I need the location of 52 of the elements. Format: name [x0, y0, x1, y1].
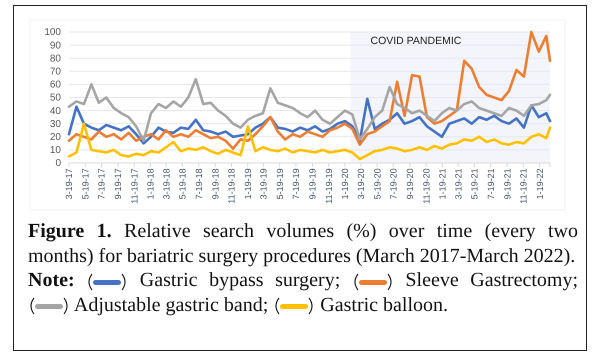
x-tick-label: 3-19-17	[64, 168, 74, 200]
x-tick-label: 5-19-20	[372, 168, 382, 200]
y-tick-label: 20	[50, 132, 62, 143]
x-tick-label: 5-19-19	[274, 168, 285, 200]
x-tick-label: 7-19-17	[96, 168, 107, 200]
x-tick-label: 3-19-21	[453, 168, 464, 200]
legend-label: Adjustable gastric band;	[72, 294, 268, 316]
legend-label: Gastric balloon.	[319, 294, 448, 316]
x-tick-label: 7-19-19	[291, 168, 302, 200]
y-tick-label: 50	[50, 92, 62, 104]
y-tick-label: 100	[44, 27, 62, 38]
x-tick-label: 9-19-20	[405, 168, 416, 200]
x-tick-label: 9-19-18	[210, 168, 220, 200]
x-tick-label: 11-19-21	[518, 168, 529, 204]
x-tick-label: 3-19-19	[258, 168, 269, 200]
band-label: COVID PANDEMIC	[370, 35, 462, 47]
x-tick-label: 5-19-17	[80, 168, 90, 200]
x-tick-label: 11-19-18	[226, 168, 237, 204]
line-series	[68, 122, 552, 160]
x-tick-label: 5-19-21	[470, 168, 480, 200]
line-series	[68, 98, 552, 145]
x-tick-label: 9-19-21	[502, 168, 512, 200]
y-tick-label: 30	[50, 118, 62, 130]
x-tick-label: 7-19-20	[388, 168, 399, 200]
x-tick-label: 11-19-17	[129, 168, 140, 204]
x-tick-label: 1-19-19	[242, 168, 253, 200]
y-tick-label: 10	[50, 145, 62, 156]
legend-label: Sleeve Gastrectomy;	[404, 269, 578, 292]
line-series	[68, 30, 552, 150]
line-series	[68, 78, 552, 142]
x-tick-label: 11-19-19	[324, 168, 334, 204]
x-tick-label: 11-19-20	[421, 168, 432, 204]
x-tick-label: 9-19-19	[308, 168, 318, 200]
y-tick-label: 70	[50, 66, 62, 78]
x-tick-label: 3-19-18	[161, 168, 172, 200]
x-tick-label: 7-19-21	[486, 168, 496, 200]
text: Figure 1. Relative search volumes (%) over time (every two months) for bariatric surgery procedures (March 2017-March 2022).	[28, 220, 578, 267]
x-tick-label: 3-19-20	[356, 168, 366, 200]
y-tick-label: 80	[50, 53, 62, 64]
x-tick-label: 9-19-17	[113, 168, 124, 200]
x-tick-label: 5-19-18	[178, 168, 188, 200]
x-tick-label: 1-19-20	[340, 168, 350, 200]
x-tick-label: 1-19-22	[534, 168, 545, 200]
legend-title: Note:	[28, 269, 76, 292]
x-tick-label: 1-19-18	[146, 168, 156, 200]
y-tick-label: 60	[50, 80, 62, 91]
y-tick-label: 90	[50, 40, 62, 52]
y-tick-label: 40	[50, 106, 62, 117]
y-tick-label: 0	[55, 158, 62, 170]
x-tick-label: 1-19-21	[438, 168, 448, 200]
legend-label: Gastric bypass surgery;	[138, 269, 340, 292]
x-tick-label: 7-19-18	[194, 168, 204, 200]
